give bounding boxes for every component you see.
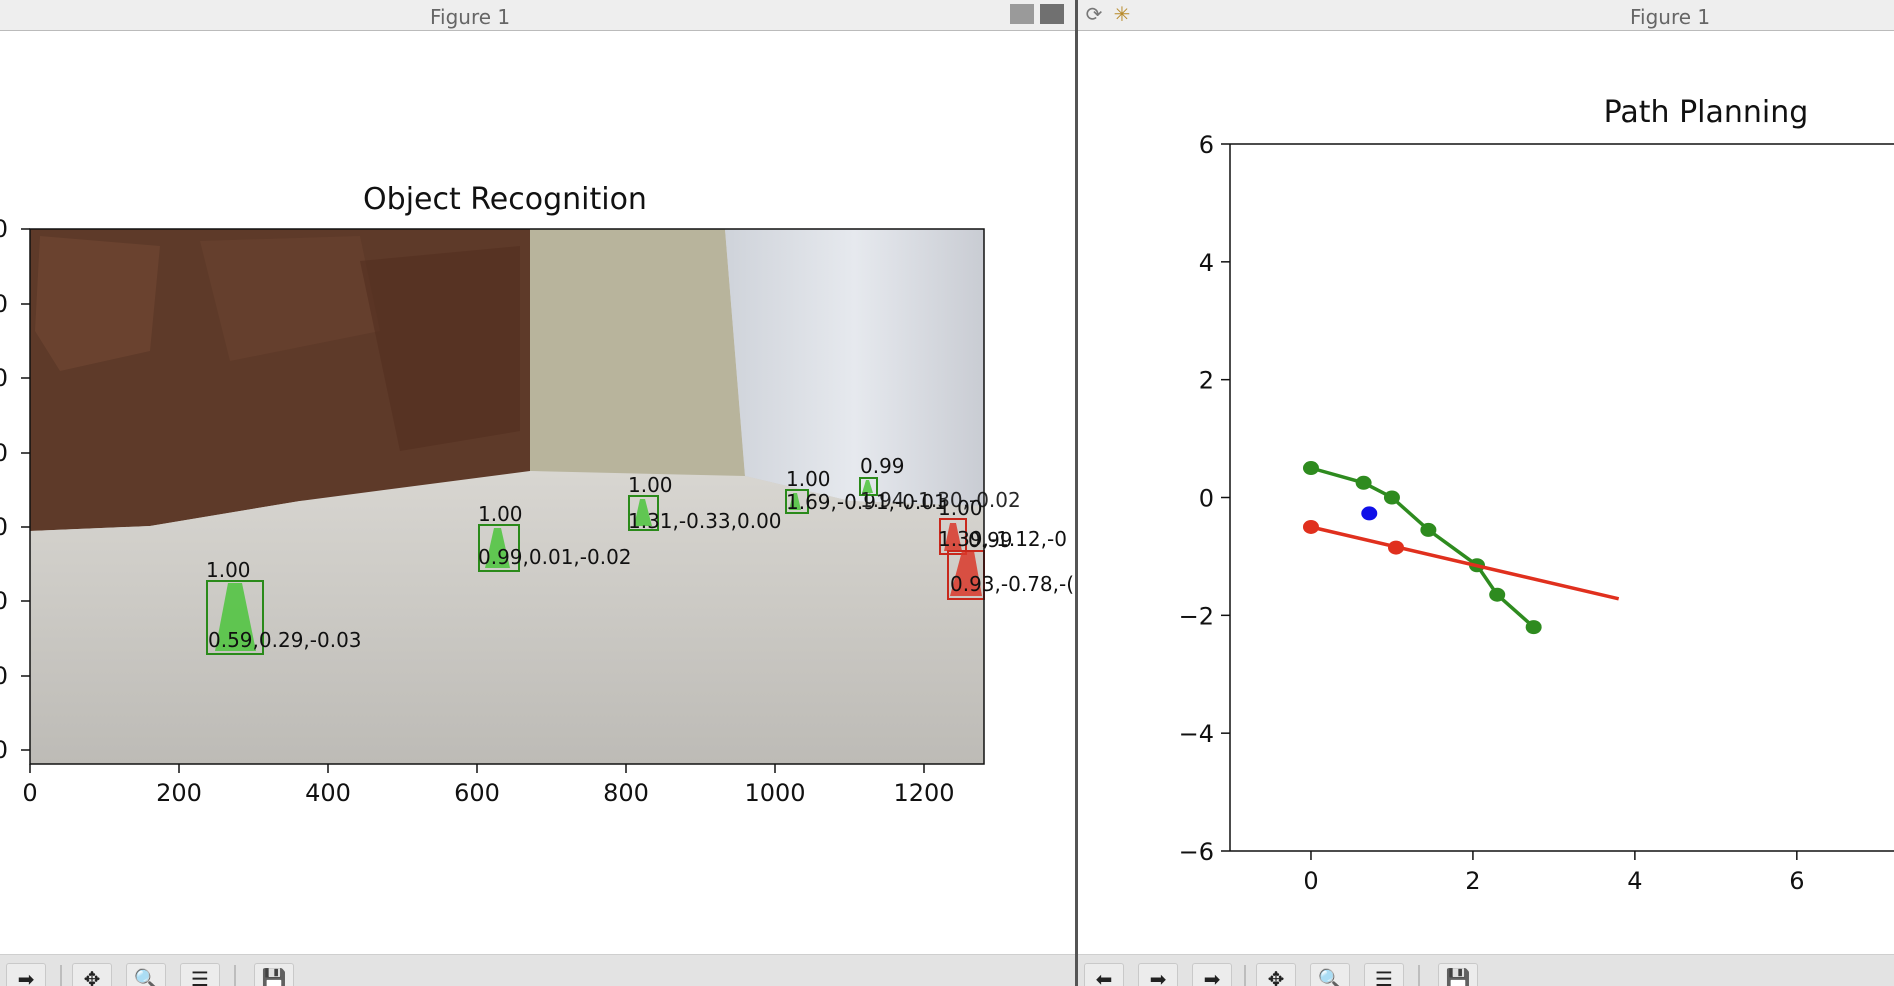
subplots-icon[interactable]: ☰ <box>1364 963 1404 986</box>
left-title-bar[interactable]: Figure 1 <box>0 0 1076 31</box>
y-tick-label: 0 <box>0 587 8 615</box>
detection-box-2: 1.00 0.99,0.01,-0.02 <box>478 502 632 572</box>
detection-score: 1.00 <box>206 558 251 582</box>
right-toolbar: ⬅ ➡ ➡ ✥ 🔍 ☰ 💾 <box>1078 954 1894 986</box>
pan-icon[interactable]: ✥ <box>72 963 112 986</box>
y-tick-label: 0 <box>0 439 8 467</box>
y-tick-label: 0 <box>0 215 8 243</box>
path-planning-axes <box>1229 143 1894 852</box>
save-icon[interactable]: 💾 <box>1438 963 1478 986</box>
toolbar-separator <box>234 965 236 986</box>
detection-box-6: 1.00 1.39,-1.12,-0 <box>938 496 1067 555</box>
x-tick-label: 0 <box>22 779 37 807</box>
x-tick-label: 800 <box>603 779 649 807</box>
y-tick-label: −2 <box>1179 602 1214 630</box>
detection-score: 1.00 <box>786 467 831 491</box>
toolbar-separator <box>1418 965 1420 986</box>
series-line-0 <box>1310 466 1535 629</box>
detection-overlays: 1.00 0.59,0.29,-0.03 1.00 0.99,0.01,-0.0… <box>206 454 1074 655</box>
detection-box-7: 0.99 0.93,-0.78,-( <box>947 528 1074 600</box>
path-planning-title: Path Planning <box>1604 95 1809 130</box>
detection-score: 1.00 <box>478 502 523 526</box>
pan-icon[interactable]: ✥ <box>1256 963 1296 986</box>
x-tick-label: 0 <box>1303 867 1318 895</box>
x-tick-label: 1000 <box>744 779 805 807</box>
detection-coords: 0.99,0.01,-0.02 <box>478 545 632 569</box>
detection-score: 1.00 <box>938 496 983 520</box>
left-figure-window: Figure 1 Object Recognition <box>0 0 1076 986</box>
x-tick-label: 200 <box>156 779 202 807</box>
zoom-icon[interactable]: 🔍 <box>126 963 166 986</box>
detection-score: 0.99 <box>968 528 1013 552</box>
detection-box-1: 1.00 0.59,0.29,-0.03 <box>206 558 362 655</box>
series-point-3 <box>1361 506 1378 521</box>
series-line-2 <box>1310 525 1620 601</box>
refresh-icon[interactable]: ⟳ <box>1085 2 1103 26</box>
left-toolbar: ➡ ✥ 🔍 ☰ 💾 <box>0 954 1076 986</box>
camera-image <box>30 229 984 764</box>
x-tick-label: 400 <box>305 779 351 807</box>
forward-icon[interactable]: ➡ <box>1192 963 1232 986</box>
forward-icon[interactable]: ➡ <box>6 963 46 986</box>
object-recognition-figure: Object Recognition 1.00 0.59,0.29,-0.03 … <box>0 182 1074 807</box>
minimize-button[interactable] <box>1010 4 1034 24</box>
window-divider <box>1075 0 1078 986</box>
y-tick-label: −4 <box>1179 720 1214 748</box>
detection-box-3: 1.00 1.31,-0.33,0.00 <box>628 473 782 533</box>
series-point-0 <box>1525 620 1542 635</box>
subplots-icon[interactable]: ☰ <box>180 963 220 986</box>
maximize-button[interactable] <box>1040 4 1064 24</box>
series-point-0 <box>1355 475 1372 490</box>
series-point-0 <box>1383 490 1400 505</box>
y-tick-label: −6 <box>1179 838 1214 866</box>
path-planning-figure: Path Planning 0 2 4 6 −6 −4 −2 0 2 4 6 <box>1179 95 1894 895</box>
y-axis: 0 0 0 0 0 0 0 0 <box>0 215 30 764</box>
y-tick-label: 0 <box>0 513 8 541</box>
detection-score: 1.00 <box>628 473 673 497</box>
detection-coords: 1.31,-0.33,0.00 <box>628 509 782 533</box>
detection-coords: 0.59,0.29,-0.03 <box>208 628 362 652</box>
image-axes-frame <box>29 228 985 765</box>
back-icon[interactable]: ⬅ <box>1084 963 1124 986</box>
x-tick-label: 4 <box>1627 867 1642 895</box>
right-title-bar[interactable]: ⟳ ✳ Figure 1 <box>1078 0 1894 31</box>
right-figure-window: ⟳ ✳ Figure 1 Path Planning 0 2 4 6 −6 −4 −2 0 2 4… <box>1078 0 1894 986</box>
series-point-0 <box>1489 587 1506 602</box>
detection-score: 0.99 <box>860 454 905 478</box>
x-tick-label: 1200 <box>893 779 954 807</box>
forward-icon[interactable]: ➡ <box>1138 963 1178 986</box>
series-point-0 <box>1420 522 1437 537</box>
x-tick-label: 2 <box>1465 867 1480 895</box>
detection-coords: 0.93,-0.78,-( <box>950 572 1074 596</box>
y-tick-label: 0 <box>0 290 8 318</box>
y-tick-label: 4 <box>1199 249 1214 277</box>
object-recognition-title: Object Recognition <box>363 182 647 217</box>
axis-ticks: 0 2 4 6 −6 −4 −2 0 2 4 6 <box>1179 131 1805 895</box>
y-tick-label: 0 <box>0 364 8 392</box>
path-series <box>1302 461 1620 635</box>
x-tick-label: 6 <box>1789 867 1804 895</box>
series-point-0 <box>1302 461 1319 476</box>
series-point-1 <box>1302 519 1319 534</box>
app-icon: ✳ <box>1113 2 1131 26</box>
window-title: Figure 1 <box>430 5 511 29</box>
detection-coords: 1.39,-1.12,-0 <box>938 527 1067 551</box>
detection-box-5: 0.99 1.94,-1.30,-0.02 <box>859 454 1021 512</box>
save-icon[interactable]: 💾 <box>254 963 294 986</box>
detection-coords: 1.94,-1.30,-0.02 <box>860 488 1021 512</box>
zoom-icon[interactable]: 🔍 <box>1310 963 1350 986</box>
y-tick-label: 6 <box>1199 131 1214 159</box>
y-tick-label: 0 <box>0 662 8 690</box>
window-title: Figure 1 <box>1630 5 1711 29</box>
y-tick-label: 0 <box>1199 485 1214 513</box>
x-tick-label: 600 <box>454 779 500 807</box>
y-tick-label: 2 <box>1199 367 1214 395</box>
toolbar-separator <box>60 965 62 986</box>
x-axis: 0 200 400 600 800 1000 1200 <box>22 764 955 807</box>
toolbar-separator <box>1244 965 1246 986</box>
y-tick-label: 0 <box>0 736 8 764</box>
